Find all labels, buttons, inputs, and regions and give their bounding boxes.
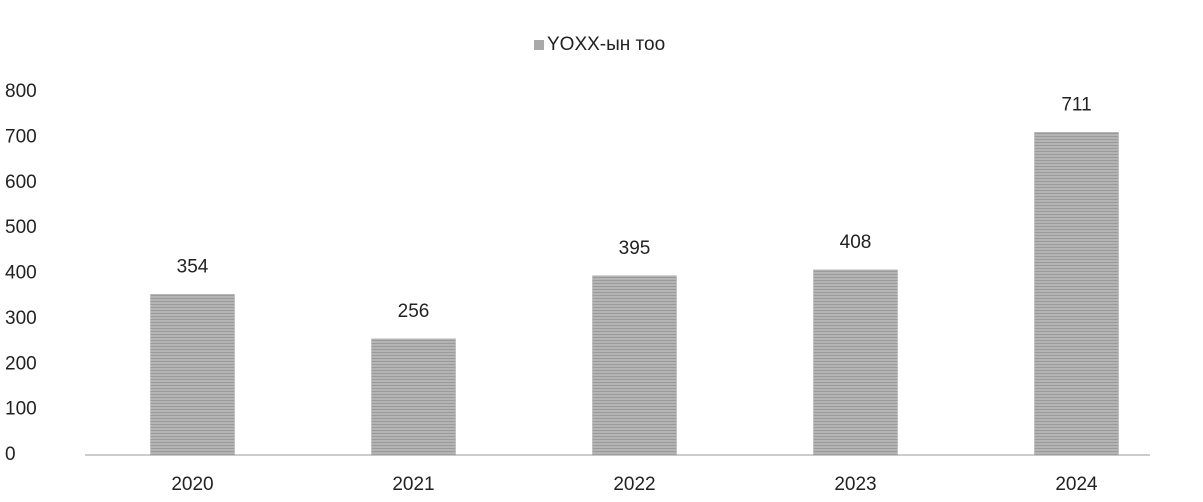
x-tick-label: 2020 [171, 474, 213, 495]
legend-label: YOXX-ын тоо [547, 34, 665, 55]
y-tick-label: 300 [5, 308, 37, 329]
bar [1034, 132, 1119, 456]
data-label: 256 [398, 301, 430, 322]
bar [813, 269, 898, 456]
y-tick-label: 0 [5, 444, 16, 465]
x-tick-label: 2023 [834, 474, 876, 495]
bar [150, 294, 235, 456]
x-tick-label: 2021 [392, 474, 434, 495]
y-tick-label: 600 [5, 172, 37, 193]
bar [592, 275, 677, 456]
data-label: 711 [1061, 94, 1091, 115]
legend-swatch [534, 40, 544, 50]
y-tick-label: 700 [5, 126, 37, 147]
y-tick-label: 100 [5, 399, 37, 420]
x-tick-label: 2024 [1055, 474, 1098, 495]
y-tick-label: 800 [5, 81, 37, 102]
data-label: 408 [840, 232, 872, 253]
x-tick-label: 2022 [613, 474, 655, 495]
y-tick-label: 200 [5, 353, 37, 374]
data-label: 395 [619, 238, 651, 259]
y-tick-label: 500 [5, 217, 37, 238]
y-tick-label: 400 [5, 263, 37, 284]
bar [371, 338, 456, 456]
data-label: 354 [177, 256, 209, 277]
